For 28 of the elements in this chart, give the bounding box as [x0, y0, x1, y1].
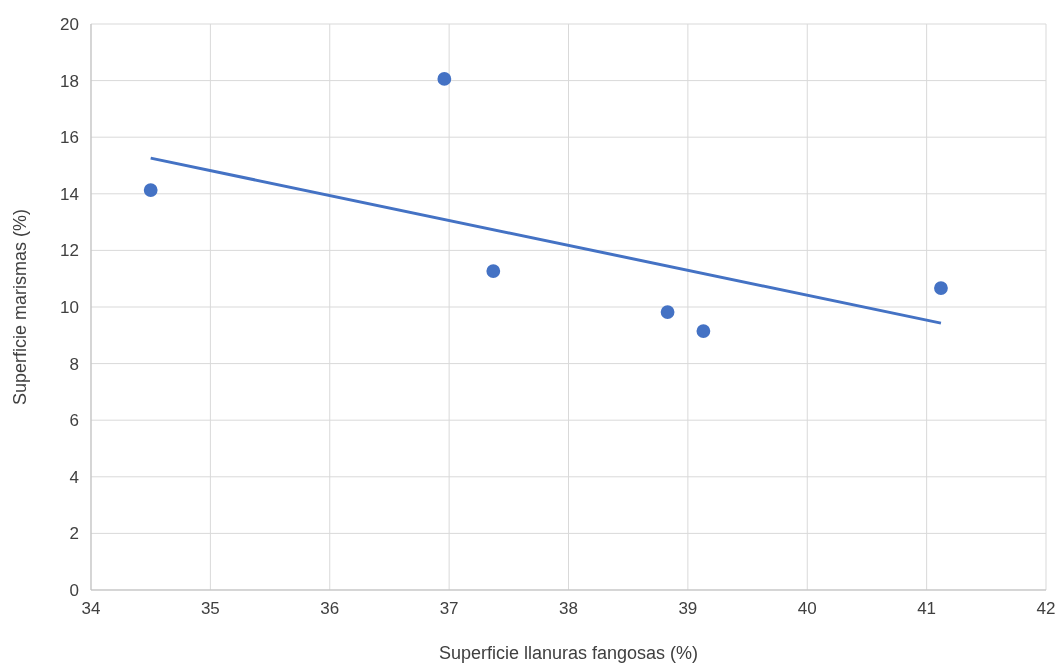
point [437, 72, 452, 86]
y-tick-label: 14 [60, 184, 79, 204]
y-tick-label: 6 [69, 411, 79, 431]
point [660, 305, 675, 319]
y-tick-label: 18 [60, 71, 79, 91]
y-tick-label: 10 [60, 298, 79, 317]
point [143, 183, 158, 198]
point [696, 324, 711, 338]
point [934, 281, 948, 295]
y-tick-label: 2 [69, 524, 79, 544]
y-axis-title: Superficie marismas (%) [10, 208, 30, 406]
x-tick-label: 39 [678, 599, 698, 618]
y-tick-label: 20 [60, 15, 79, 34]
x-tick-label: 38 [559, 599, 578, 618]
x-tick-label: 36 [320, 599, 340, 618]
x-axis-title: Superficie llanuras fangosas (%) [438, 643, 699, 663]
x-tick-label: 37 [439, 599, 459, 618]
x-tick-label: 40 [797, 599, 817, 618]
y-tick-label: 16 [60, 128, 79, 148]
x-tick-label: 41 [917, 599, 937, 618]
y-tick-label: 8 [69, 354, 79, 374]
y-tick-label: 0 [69, 581, 79, 600]
x-tick-label: 42 [1036, 599, 1056, 618]
x-tick-label: 35 [200, 599, 220, 618]
point [486, 264, 501, 278]
y-tick-label: 4 [69, 467, 79, 487]
x-tick-label: 34 [81, 599, 101, 618]
y-tick-label: 12 [60, 241, 79, 261]
